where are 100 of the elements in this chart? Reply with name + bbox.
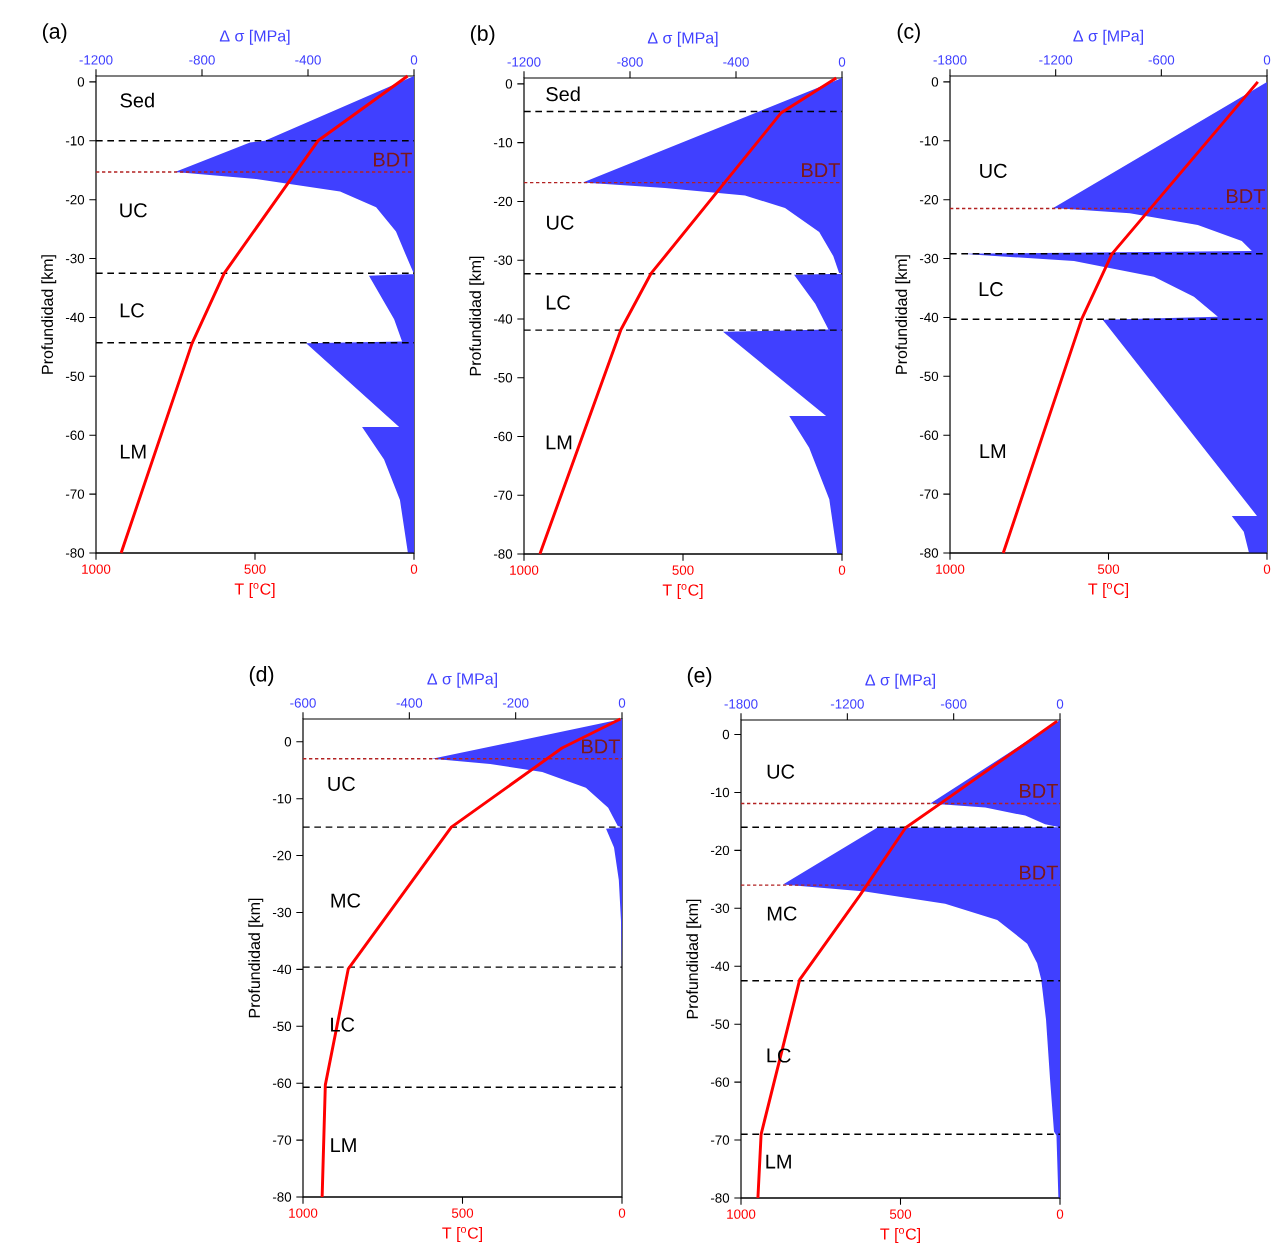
x2-tick-label: -1200 <box>830 699 864 709</box>
x-tick-label: 500 <box>889 1209 912 1219</box>
x-tick-label: 500 <box>1097 564 1120 574</box>
y-tick-label: 0 <box>284 737 292 747</box>
x-axis-title: T [$^{o}$C] <box>662 583 703 599</box>
annotation: UC <box>547 215 574 230</box>
y-tick-label: -30 <box>493 255 513 265</box>
annotation: LC <box>979 282 1003 297</box>
y-tick-label: -60 <box>272 1078 292 1088</box>
y-tick-label: -60 <box>919 430 939 440</box>
x2-tick-label: -600 <box>290 698 316 708</box>
x-axis-title: T [$^{o}$C] <box>442 1226 482 1242</box>
y-tick-label: -40 <box>919 312 939 323</box>
y-tick-label: -40 <box>493 314 513 324</box>
x2-tick-label: -1200 <box>507 57 541 67</box>
y-tick-label: -60 <box>493 431 513 442</box>
line-series <box>538 76 838 556</box>
y-tick-label: -30 <box>710 903 730 914</box>
y-axis-title: Profundidad [km] <box>41 255 57 374</box>
y-tick-label: 0 <box>931 77 939 87</box>
x2-tick-label: -200 <box>502 698 529 708</box>
annotation: LM <box>120 444 146 459</box>
x2-axis-title: Δ σ [MPa] <box>427 672 497 688</box>
y-tick-label: 0 <box>77 77 85 87</box>
y-tick-label: 0 <box>722 729 730 740</box>
annotation: LM <box>546 435 572 450</box>
ref-line-label: BDT <box>1020 865 1058 880</box>
y-axis-title: Profundidad [km] <box>469 256 485 376</box>
x2-tick-label: -800 <box>189 55 215 65</box>
y-tick-label: -30 <box>65 253 85 264</box>
y-tick-label: -30 <box>919 253 939 264</box>
y-tick-label: -50 <box>65 371 85 382</box>
y-tick-label: -10 <box>919 136 939 146</box>
chart-title: (a) <box>42 23 67 44</box>
x-tick-label: 1000 <box>936 564 965 574</box>
y-axis-title: Profundidad [km] <box>248 898 264 1018</box>
annotation: UC <box>328 776 355 791</box>
ref-line-label: BDT <box>374 152 412 167</box>
x2-tick-label: -400 <box>295 55 321 65</box>
y-tick-label: -40 <box>710 961 730 971</box>
y-tick-label: -20 <box>65 194 85 205</box>
y-tick-label: -50 <box>272 1021 292 1032</box>
annotation: MC <box>767 906 797 921</box>
annotation: UC <box>120 203 147 218</box>
x-tick-label: 0 <box>1263 564 1271 574</box>
x-tick-label: 1000 <box>510 565 539 575</box>
chart-title: (d) <box>249 666 274 686</box>
y-tick-label: 0 <box>505 79 513 89</box>
y-tick-label: -50 <box>493 372 513 383</box>
y-tick-label: -20 <box>710 845 730 856</box>
x2-tick-label: 0 <box>618 698 626 708</box>
y-tick-label: -80 <box>710 1193 730 1203</box>
y-tick-label: -70 <box>65 489 85 499</box>
x2-axis-title: Δ σ [MPa] <box>865 673 935 689</box>
annotation: LM <box>980 444 1006 459</box>
x-tick-label: 500 <box>672 565 694 575</box>
y-tick-label: -10 <box>493 137 513 148</box>
ref-line-label: BDT <box>582 739 620 754</box>
chart-title: (c) <box>897 23 920 44</box>
y-tick-label: -40 <box>65 312 85 323</box>
x2-tick-label: -1800 <box>933 55 967 65</box>
annotation: LM <box>766 1154 791 1169</box>
y-tick-label: -20 <box>919 194 939 205</box>
x2-tick-label: -1800 <box>724 699 758 709</box>
y-tick-label: -20 <box>272 850 292 861</box>
x2-axis-title: Δ σ [MPa] <box>647 31 718 47</box>
x2-tick-label: 0 <box>1263 55 1271 65</box>
annotation: Sed <box>546 86 580 102</box>
chart-title: (e) <box>687 667 712 687</box>
x-tick-label: 1000 <box>289 1208 318 1218</box>
annotation: LC <box>120 303 144 318</box>
line-series <box>320 717 622 1199</box>
ref-line-label: BDT <box>1020 784 1058 798</box>
annotation: UC <box>767 764 795 779</box>
annotation: Sed <box>120 92 154 108</box>
y-tick-label: -10 <box>272 793 292 804</box>
x2-tick-label: -1200 <box>1039 55 1073 65</box>
annotation: UC <box>980 163 1007 178</box>
x-tick-label: 1000 <box>82 564 111 574</box>
x-tick-label: 500 <box>244 564 266 574</box>
y-tick-label: -80 <box>272 1192 292 1202</box>
x2-tick-label: -400 <box>396 698 423 708</box>
x-tick-label: 0 <box>838 565 846 575</box>
y-tick-label: -80 <box>65 548 85 558</box>
x2-tick-label: -600 <box>1148 55 1175 65</box>
y-tick-label: -40 <box>272 964 292 975</box>
x2-tick-label: -600 <box>940 699 967 709</box>
x2-tick-label: 0 <box>838 57 846 67</box>
y-tick-label: -70 <box>272 1135 292 1145</box>
x-axis-title: T [$^{o}$C] <box>1088 582 1128 598</box>
chart-title: (b) <box>470 25 495 46</box>
x2-axis-title: Δ σ [MPa] <box>219 29 290 45</box>
y-tick-label: -50 <box>710 1019 730 1029</box>
y-tick-label: -60 <box>710 1077 730 1087</box>
x2-tick-label: 0 <box>1056 699 1064 709</box>
y-axis-title: Profundidad [km] <box>686 899 702 1019</box>
y-axis-title: Profundidad [km] <box>895 255 911 374</box>
y-tick-label: -70 <box>493 490 513 500</box>
annotation: LM <box>331 1138 356 1153</box>
x2-tick-label: -800 <box>617 57 643 67</box>
